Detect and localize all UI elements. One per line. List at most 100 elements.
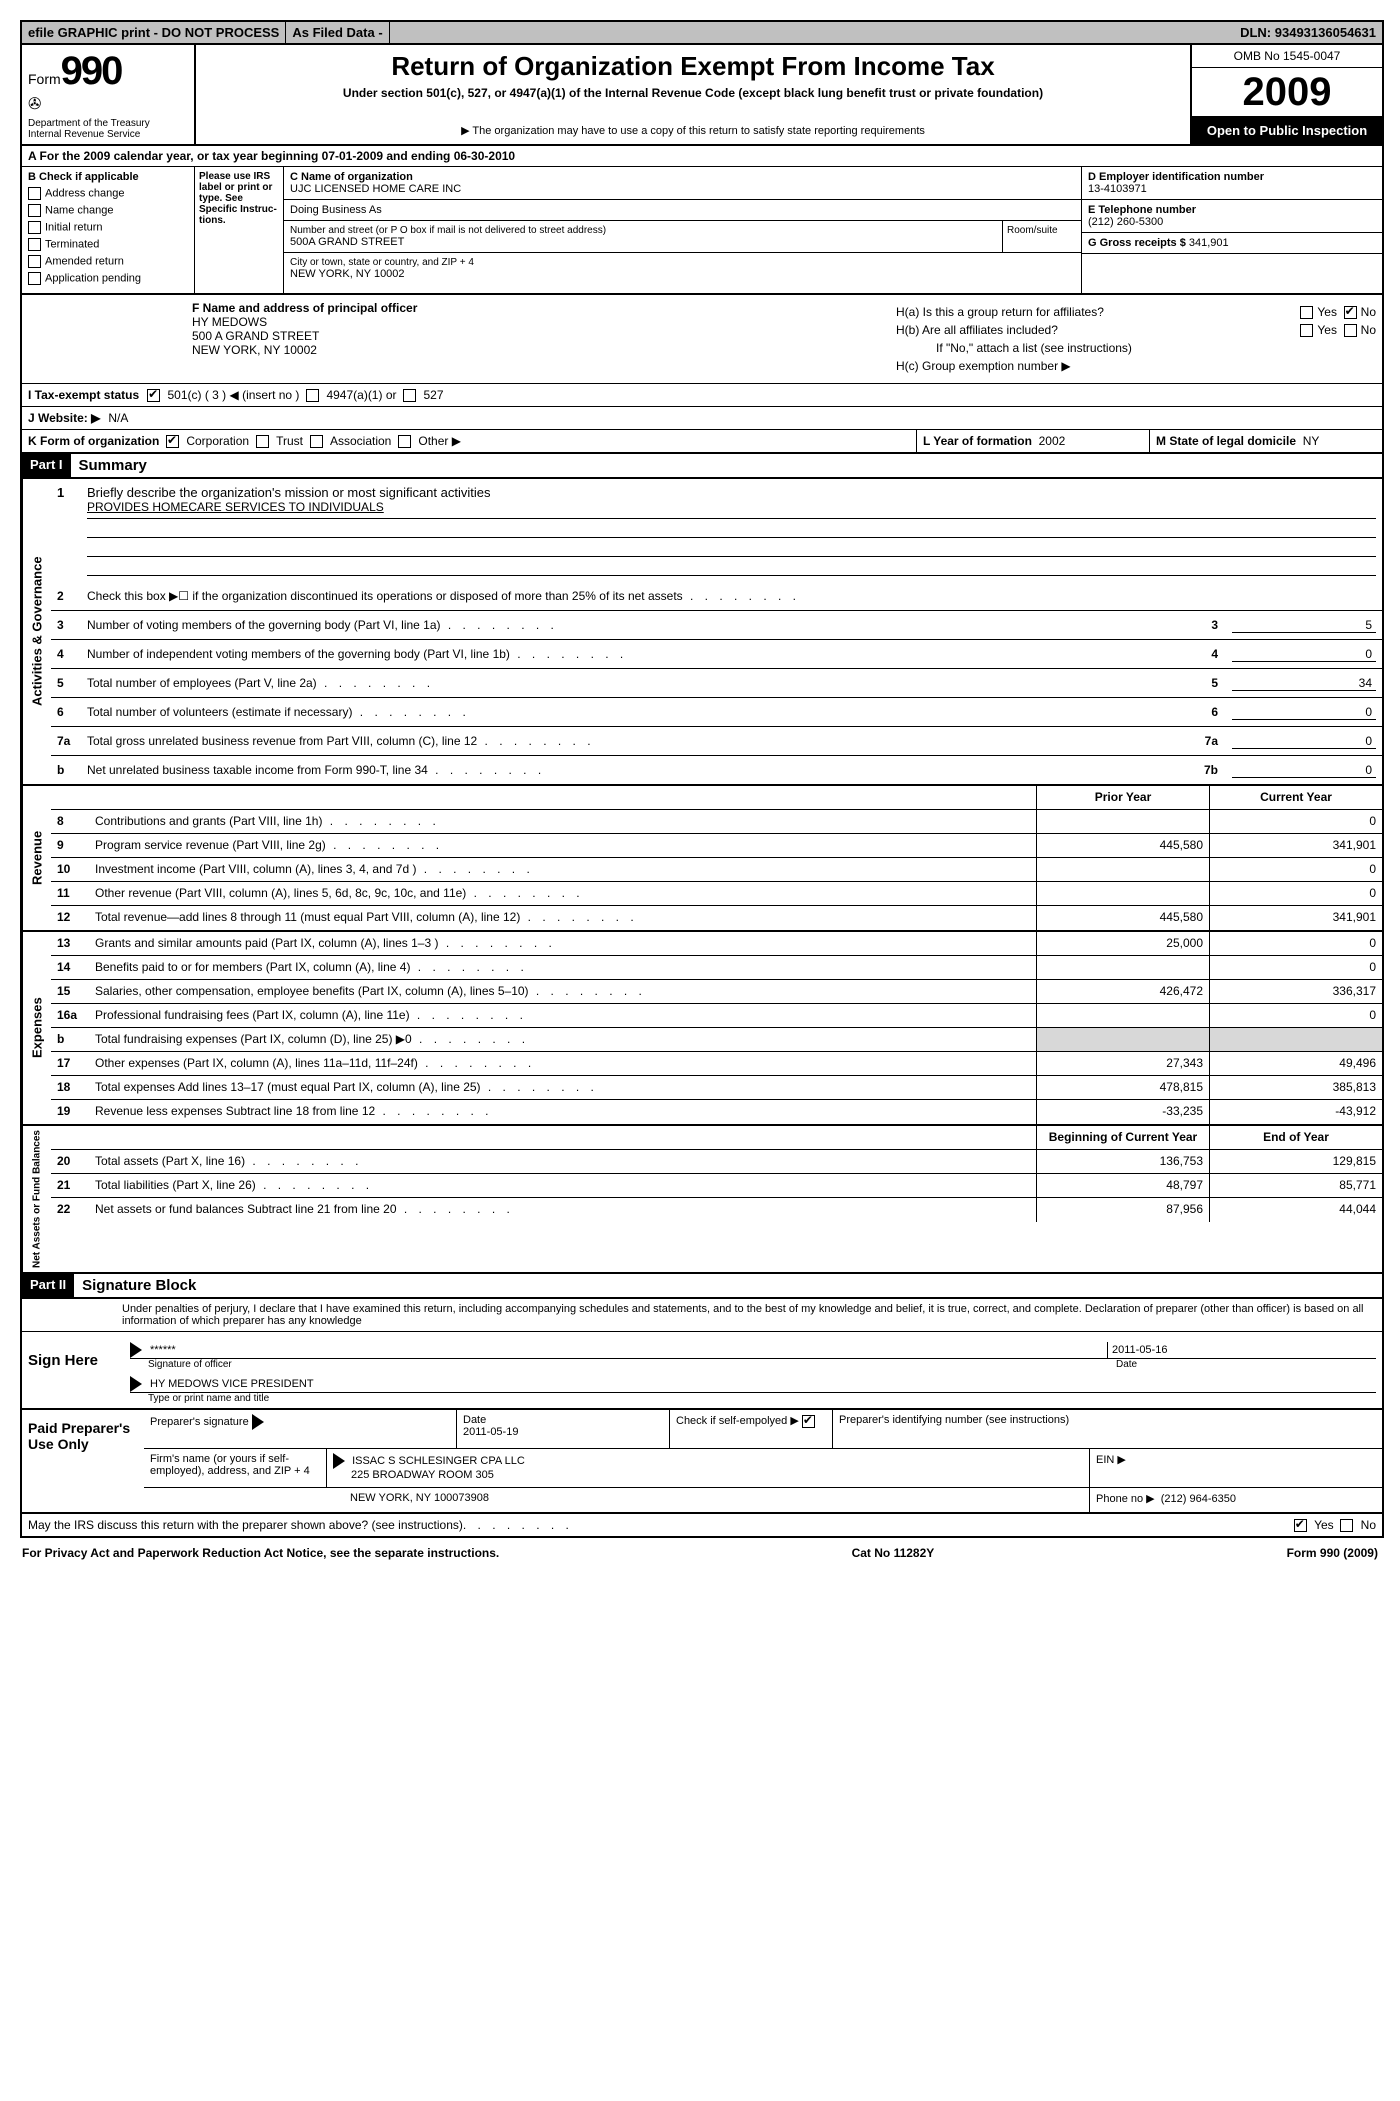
summary-line: 5Total number of employees (Part V, line…	[51, 669, 1382, 698]
sign-here-label: Sign Here	[22, 1332, 124, 1408]
row-j: J Website: ▶ N/A	[22, 407, 1382, 430]
fin-line: 15 Salaries, other compensation, employe…	[51, 980, 1382, 1004]
fin-line: 16a Professional fundraising fees (Part …	[51, 1004, 1382, 1028]
check-4947[interactable]	[306, 389, 319, 402]
row-kl: K Form of organization Corporation Trust…	[22, 430, 1382, 454]
phone: E Telephone number (212) 260-5300	[1082, 200, 1382, 233]
inspection-notice: Open to Public Inspection	[1192, 117, 1382, 144]
prep-row-3: NEW YORK, NY 100073908 Phone no ▶ (212) …	[144, 1488, 1382, 1512]
row-a: A For the 2009 calendar year, or tax yea…	[22, 146, 1382, 167]
check-address[interactable]: Address change	[28, 187, 188, 200]
expenses-section: Expenses 13 Grants and similar amounts p…	[22, 932, 1382, 1126]
netassets-label: Net Assets or Fund Balances	[22, 1126, 51, 1272]
header-right: OMB No 1545-0047 2009 Open to Public Ins…	[1190, 45, 1382, 144]
page-footer: For Privacy Act and Paperwork Reduction …	[20, 1538, 1380, 1568]
check-pending[interactable]: Application pending	[28, 272, 188, 285]
section-fh: F Name and address of principal officer …	[22, 295, 1382, 384]
officer-name: HY MEDOWS	[192, 315, 884, 329]
section-bcd: B Check if applicable Address change Nam…	[22, 167, 1382, 295]
sign-block: Sign Here ****** 2011-05-16 Signature of…	[22, 1332, 1382, 1410]
omb: OMB No 1545-0047	[1192, 45, 1382, 68]
box-b-title: B Check if applicable	[28, 171, 188, 183]
summary-line: 3Number of voting members of the governi…	[51, 611, 1382, 640]
governance-label: Activities & Governance	[22, 479, 51, 784]
form-subtitle: Under section 501(c), 527, or 4947(a)(1)…	[202, 86, 1184, 100]
tax-year: 2009	[1192, 68, 1382, 117]
box-h: H(a) Is this a group return for affiliat…	[890, 295, 1382, 383]
discuss-row: May the IRS discuss this return with the…	[22, 1514, 1382, 1536]
header-left: Form990 ✇ Department of the Treasury Int…	[22, 45, 196, 144]
preparer-label: Paid Preparer's Use Only	[22, 1410, 144, 1512]
org-dba: Doing Business As	[284, 200, 1081, 221]
h-c: H(c) Group exemption number ▶	[896, 359, 1376, 373]
fin-line: 14 Benefits paid to or for members (Part…	[51, 956, 1382, 980]
discuss-no[interactable]	[1340, 1519, 1353, 1532]
row-m: M State of legal domicile NY	[1149, 430, 1382, 452]
h-b-note: If "No," attach a list (see instructions…	[896, 341, 1376, 355]
efile-notice: efile GRAPHIC print - DO NOT PROCESS	[22, 22, 286, 43]
officer-name-field: HY MEDOWS VICE PRESIDENT	[130, 1376, 1376, 1393]
firm-name: ISSAC S SCHLESINGER CPA LLC	[352, 1455, 525, 1467]
firm-addr2: NEW YORK, NY 100073908	[326, 1488, 1090, 1512]
fin-line: 8 Contributions and grants (Part VIII, l…	[51, 810, 1382, 834]
check-amended[interactable]: Amended return	[28, 255, 188, 268]
box-d: D Employer identification number 13-4103…	[1081, 167, 1382, 293]
arrow-icon	[252, 1414, 264, 1430]
website: N/A	[108, 411, 128, 425]
check-527[interactable]	[403, 389, 416, 402]
expenses-label: Expenses	[22, 932, 51, 1124]
fin-line: 17 Other expenses (Part IX, column (A), …	[51, 1052, 1382, 1076]
netassets-section: Net Assets or Fund Balances Beginning of…	[22, 1126, 1382, 1274]
mission: 1 Briefly describe the organization's mi…	[51, 479, 1382, 582]
h-b: H(b) Are all affiliates included? Yes No	[896, 323, 1376, 337]
form-990: efile GRAPHIC print - DO NOT PROCESS As …	[20, 20, 1384, 1538]
org-info: C Name of organization UJC LICENSED HOME…	[284, 167, 1081, 293]
header: Form990 ✇ Department of the Treasury Int…	[22, 45, 1382, 146]
org-city: City or town, state or country, and ZIP …	[284, 253, 1081, 293]
mission-text: PROVIDES HOMECARE SERVICES TO INDIVIDUAL…	[87, 500, 1376, 519]
sign-date: 2011-05-16	[1112, 1344, 1372, 1356]
header-center: Return of Organization Exempt From Incom…	[196, 45, 1190, 144]
officer-street: 500 A GRAND STREET	[192, 329, 884, 343]
arrow-icon	[333, 1453, 345, 1469]
room-label: Room/suite	[1003, 221, 1081, 252]
form-note: ▶ The organization may have to use a cop…	[202, 124, 1184, 137]
box-b: B Check if applicable Address change Nam…	[22, 167, 195, 293]
officer-city: NEW YORK, NY 10002	[192, 343, 884, 357]
prep-date: 2011-05-19	[463, 1426, 663, 1438]
prep-phone: (212) 964-6350	[1161, 1493, 1236, 1505]
col-c: Please use IRS label or print or type. S…	[195, 167, 1081, 293]
summary-line: 4Number of independent voting members of…	[51, 640, 1382, 669]
fin-line: 13 Grants and similar amounts paid (Part…	[51, 932, 1382, 956]
dln: DLN: 93493136054631	[1234, 22, 1382, 43]
row-i: I Tax-exempt status 501(c) ( 3 ) ◀ (inse…	[22, 384, 1382, 407]
fin-line: 21 Total liabilities (Part X, line 26) 4…	[51, 1174, 1382, 1198]
revenue-section: Revenue Prior Year Current Year 8 Contri…	[22, 786, 1382, 932]
part-ii-header: Part II Signature Block	[22, 1274, 1382, 1299]
preparer-block: Paid Preparer's Use Only Preparer's sign…	[22, 1410, 1382, 1514]
fin-line: 11 Other revenue (Part VIII, column (A),…	[51, 882, 1382, 906]
fin-line: 12 Total revenue—add lines 8 through 11 …	[51, 906, 1382, 930]
h-a: H(a) Is this a group return for affiliat…	[896, 305, 1376, 319]
summary-line: 2Check this box ▶☐ if the organization d…	[51, 582, 1382, 611]
gross-receipts: G Gross receipts $ 341,901	[1082, 233, 1382, 254]
check-name[interactable]: Name change	[28, 204, 188, 217]
fin-line: 22 Net assets or fund balances Subtract …	[51, 1198, 1382, 1222]
perjury: Under penalties of perjury, I declare th…	[22, 1299, 1382, 1332]
box-f: F Name and address of principal officer …	[22, 295, 890, 383]
prep-ein: EIN ▶	[1090, 1449, 1382, 1487]
form-title: Return of Organization Exempt From Incom…	[202, 51, 1184, 82]
check-initial[interactable]: Initial return	[28, 221, 188, 234]
check-self-employed[interactable]	[802, 1415, 815, 1428]
row-l: L Year of formation 2002	[916, 430, 1149, 452]
part-i-header: Part I Summary	[22, 454, 1382, 479]
irs-instructions: Please use IRS label or print or type. S…	[195, 167, 284, 293]
discuss-yes[interactable]	[1294, 1519, 1307, 1532]
fin-line: 9 Program service revenue (Part VIII, li…	[51, 834, 1382, 858]
fin-header: Prior Year Current Year	[51, 786, 1382, 810]
fin-line: 19 Revenue less expenses Subtract line 1…	[51, 1100, 1382, 1124]
as-filed: As Filed Data -	[286, 22, 389, 43]
check-501c[interactable]	[147, 389, 160, 402]
check-terminated[interactable]: Terminated	[28, 238, 188, 251]
summary-line: 6Total number of volunteers (estimate if…	[51, 698, 1382, 727]
